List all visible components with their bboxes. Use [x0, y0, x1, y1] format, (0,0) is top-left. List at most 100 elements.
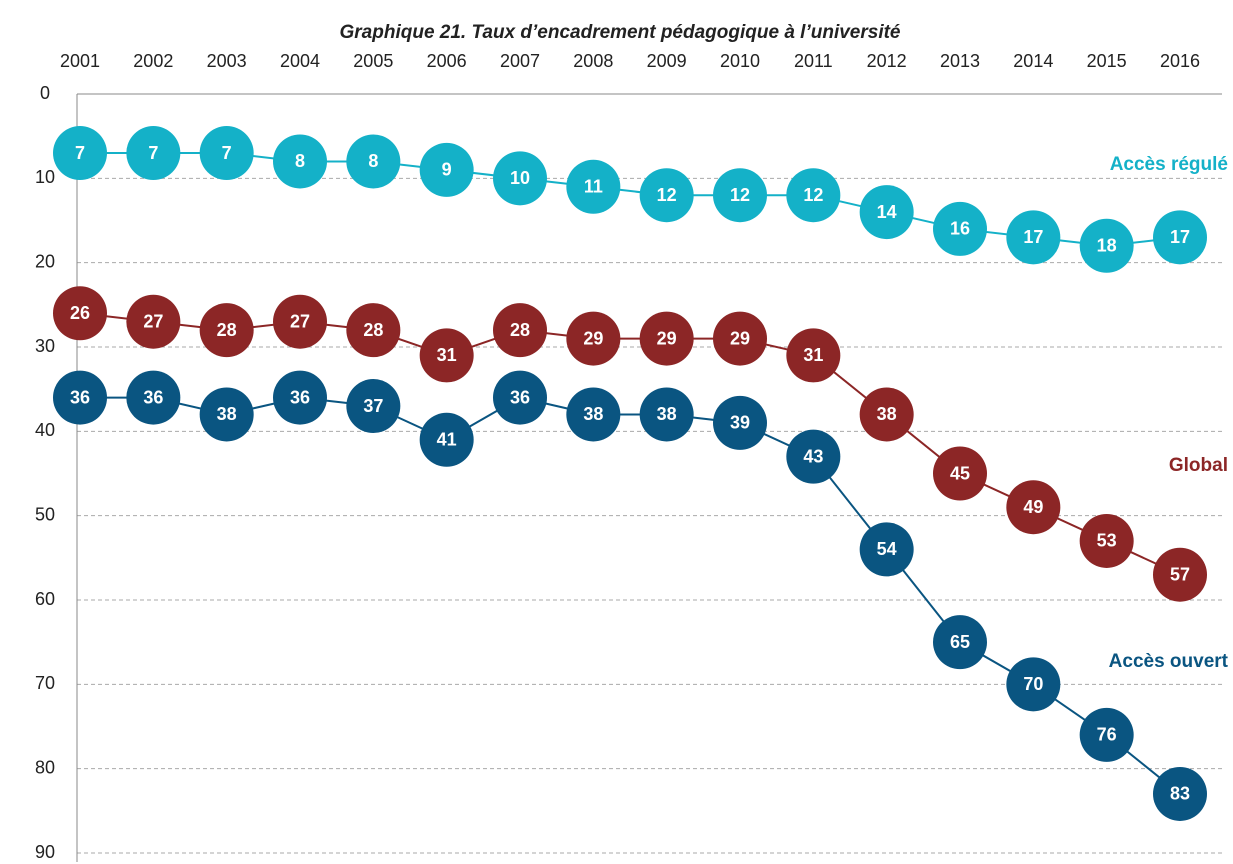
data-point: [1079, 513, 1134, 568]
y-tick-label: 70: [35, 673, 55, 693]
x-tick-label: 2012: [867, 51, 907, 71]
data-point: [566, 311, 621, 366]
data-point: [346, 379, 401, 434]
data-point: [346, 134, 401, 189]
data-label: 12: [657, 185, 677, 205]
data-label: 16: [950, 219, 970, 239]
x-tick-label: 2007: [500, 51, 540, 71]
data-point: [1006, 210, 1061, 265]
data-label: 12: [730, 185, 750, 205]
data-label: 29: [583, 328, 603, 348]
data-point: [713, 395, 767, 450]
chart-title: Graphique 21. Taux d’encadrement pédagog…: [340, 22, 901, 43]
data-label: 27: [290, 311, 310, 331]
data-label: 17: [1170, 227, 1190, 247]
data-label: 57: [1170, 564, 1190, 584]
data-label: 27: [143, 311, 163, 331]
data-label: 29: [657, 328, 677, 348]
data-point: [53, 286, 107, 341]
data-point: [786, 429, 841, 484]
y-tick-label: 0: [40, 83, 50, 103]
data-point: [566, 159, 621, 214]
data-point: [859, 522, 914, 577]
x-tick-label: 2004: [280, 51, 320, 71]
data-label: 83: [1170, 784, 1190, 804]
series-line: [80, 396, 1181, 795]
data-point: [199, 387, 254, 442]
data-label: 8: [295, 151, 305, 171]
x-tick-label: 2013: [940, 51, 980, 71]
x-tick-label: 2008: [573, 51, 613, 71]
data-label: 36: [510, 387, 530, 407]
data-label: 14: [877, 202, 897, 222]
data-label: 17: [1023, 227, 1043, 247]
data-point: [1153, 210, 1207, 265]
data-label: 70: [1023, 674, 1043, 694]
data-label: 38: [877, 404, 897, 424]
y-tick-label: 30: [35, 336, 55, 356]
data-label: 43: [803, 446, 823, 466]
data-point: [273, 370, 327, 425]
data-point: [713, 311, 767, 366]
data-label: 36: [290, 387, 310, 407]
data-point: [859, 387, 914, 442]
data-point: [639, 168, 694, 223]
series-line: [80, 152, 1181, 247]
y-tick-label: 80: [35, 757, 55, 777]
x-tick-label: 2009: [647, 51, 687, 71]
x-tick-label: 2001: [60, 51, 100, 71]
data-label: 39: [730, 413, 750, 433]
y-tick-label: 60: [35, 589, 55, 609]
data-label: 28: [363, 320, 383, 340]
data-point: [639, 387, 694, 442]
data-label: 45: [950, 463, 970, 483]
x-tick-label: 2011: [794, 51, 833, 71]
data-label: 9: [442, 160, 452, 180]
data-point: [786, 328, 841, 383]
data-point: [1006, 657, 1061, 712]
data-label: 8: [368, 151, 378, 171]
data-label: 12: [803, 185, 823, 205]
data-point: [493, 151, 547, 206]
data-label: 18: [1097, 236, 1117, 256]
x-tick-label: 2014: [1013, 51, 1053, 71]
data-point: [859, 185, 914, 240]
y-tick-label: 20: [35, 251, 55, 271]
data-label: 7: [75, 143, 85, 163]
series-line: [79, 312, 1181, 576]
data-point: [53, 370, 107, 425]
y-tick-label: 50: [35, 504, 55, 524]
data-label: 36: [143, 387, 163, 407]
data-label: 53: [1097, 531, 1117, 551]
data-label: 38: [583, 404, 603, 424]
data-point: [126, 370, 181, 425]
data-point: [786, 168, 841, 223]
data-point: [346, 303, 401, 358]
data-point: [126, 126, 181, 181]
x-tick-label: 2002: [133, 51, 173, 71]
x-tick-label: 2016: [1160, 51, 1200, 71]
data-label: 26: [70, 303, 90, 323]
data-point: [199, 126, 254, 181]
data-point: [1153, 547, 1207, 602]
data-label: 36: [70, 387, 90, 407]
data-point: [419, 412, 474, 467]
x-tick-label: 2005: [353, 51, 393, 71]
data-point: [713, 168, 767, 223]
data-label: 37: [363, 396, 383, 416]
data-label: 7: [222, 143, 232, 163]
data-point: [126, 294, 181, 349]
data-label: 28: [510, 320, 530, 340]
data-point: [419, 328, 474, 383]
y-tick-label: 10: [35, 167, 55, 187]
data-point: [493, 370, 547, 425]
y-tick-label: 90: [35, 842, 55, 862]
series-name: Global: [1169, 455, 1228, 476]
data-label: 76: [1097, 725, 1117, 745]
data-label: 29: [730, 328, 750, 348]
data-point: [53, 126, 107, 181]
data-label: 41: [437, 430, 457, 450]
data-point: [639, 311, 694, 366]
data-label: 31: [803, 345, 823, 365]
